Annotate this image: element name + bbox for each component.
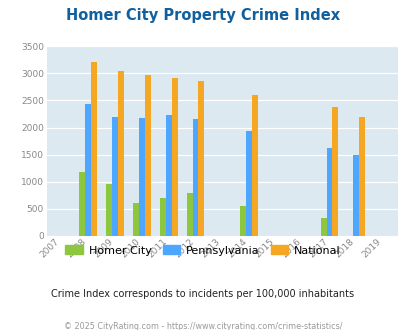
Bar [245, 131, 252, 236]
Bar [171, 78, 177, 236]
Text: Crime Index corresponds to incidents per 100,000 inhabitants: Crime Index corresponds to incidents per… [51, 289, 354, 299]
Bar [133, 203, 139, 236]
Bar [139, 118, 145, 236]
Bar [198, 81, 204, 236]
Bar [192, 119, 198, 236]
Bar [145, 76, 150, 236]
Bar [91, 62, 97, 236]
Bar [320, 218, 326, 236]
Bar [252, 95, 257, 236]
Text: Homer City Property Crime Index: Homer City Property Crime Index [66, 8, 339, 23]
Bar [358, 117, 364, 236]
Bar [352, 155, 358, 236]
Bar [106, 184, 112, 236]
Bar [165, 115, 171, 236]
Bar [160, 198, 165, 236]
Bar [79, 172, 85, 236]
Bar [332, 108, 337, 236]
Bar [112, 117, 118, 236]
Text: © 2025 CityRating.com - https://www.cityrating.com/crime-statistics/: © 2025 CityRating.com - https://www.city… [64, 322, 341, 330]
Bar [326, 148, 332, 236]
Bar [118, 71, 124, 236]
Legend: Homer City, Pennsylvania, National: Homer City, Pennsylvania, National [61, 241, 344, 260]
Bar [240, 206, 245, 236]
Bar [186, 193, 192, 236]
Bar [85, 104, 91, 236]
